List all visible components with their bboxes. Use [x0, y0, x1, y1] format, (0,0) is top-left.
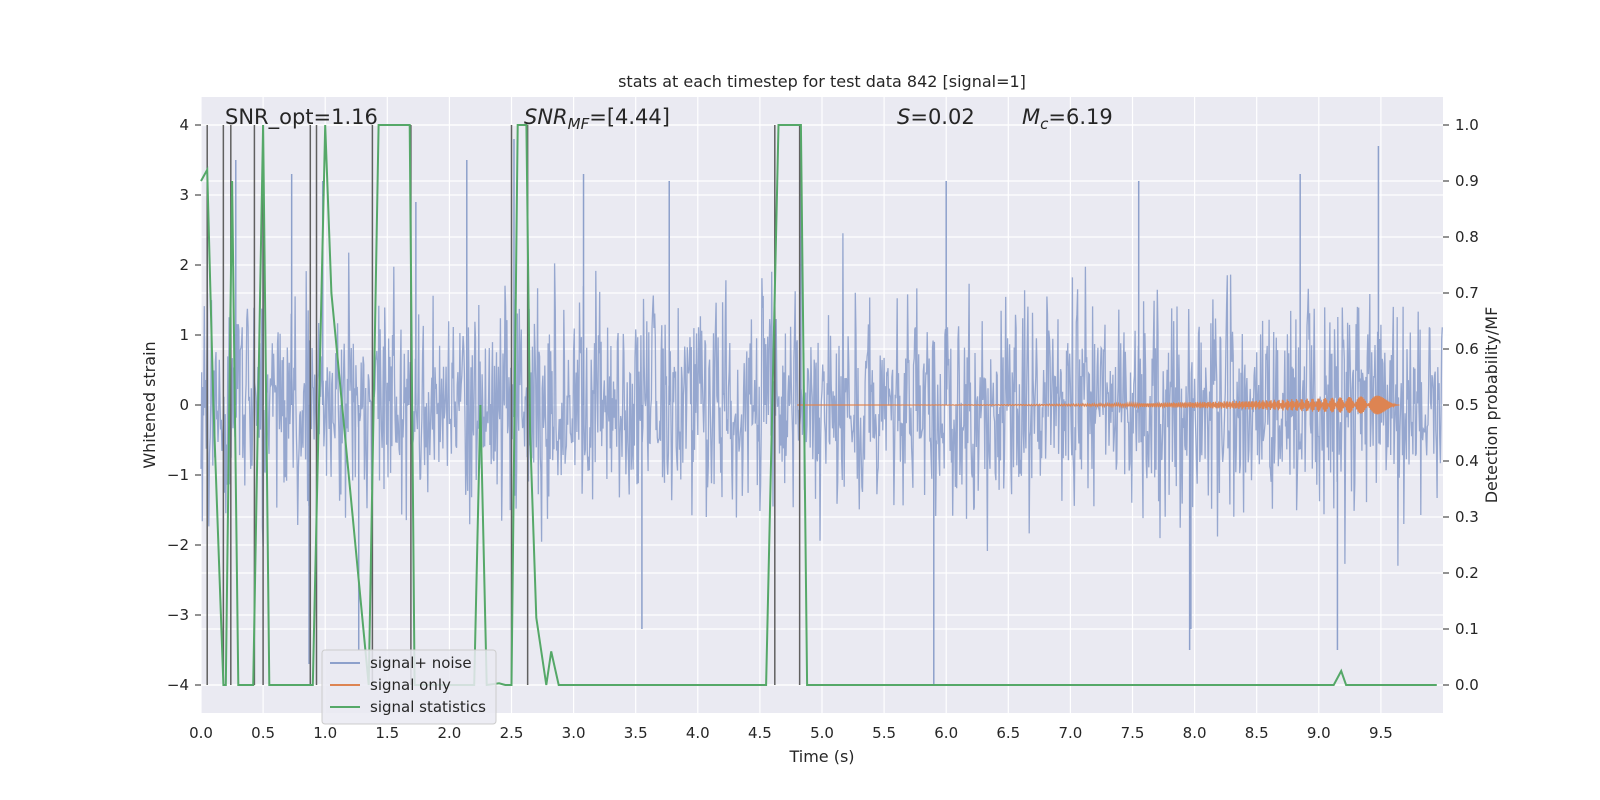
y-left-tick-label: 0 — [179, 396, 189, 414]
legend-box — [321, 649, 497, 725]
y-left-tick-label: −3 — [167, 606, 189, 624]
y-right-tick-label: 0.4 — [1455, 452, 1479, 470]
signal-statistics-line — [200, 124, 1437, 687]
s-annotation: S=0.02 — [897, 105, 975, 129]
x-tick-label: 7.5 — [1121, 724, 1145, 742]
y-right-axis-ticks: 0.0 0.1 0.2 0.3 0.4 0.5 0.6 0.7 0.8 0.9 1.0 — [1443, 116, 1479, 694]
y-right-tick-label: 1.0 — [1455, 116, 1479, 134]
y-left-tick-label: 2 — [179, 256, 189, 274]
s-symbol: S — [897, 105, 910, 129]
y-left-tick-label: −2 — [167, 536, 189, 554]
y-right-tick-label: 0.6 — [1455, 340, 1479, 358]
x-tick-label: 9.5 — [1369, 724, 1393, 742]
legend-label-signal-statistics: signal statistics — [370, 698, 486, 716]
snr-opt-annotation: SNR_opt=1.16 — [225, 105, 378, 130]
snr-mf-symbol: SNR — [524, 105, 568, 129]
signal-only-line — [797, 395, 1400, 415]
y-left-tick-label: −1 — [167, 466, 189, 484]
x-tick-label: 8.5 — [1245, 724, 1269, 742]
x-tick-label: 0.0 — [189, 724, 213, 742]
mc-symbol: M — [1022, 105, 1040, 129]
y-right-axis-label: Detection probability/MF — [1482, 307, 1501, 504]
x-tick-label: 1.0 — [313, 724, 337, 742]
signal-noise-line — [200, 233, 1443, 566]
x-tick-label: 9.0 — [1307, 724, 1331, 742]
x-tick-label: 6.0 — [934, 724, 958, 742]
y-right-tick-label: 0.5 — [1455, 396, 1479, 414]
y-left-axis-ticks: −4 −3 −2 −1 0 1 2 3 4 — [167, 116, 201, 694]
x-tick-label: 3.5 — [624, 724, 648, 742]
legend-label-signal-only: signal only — [370, 676, 451, 694]
x-tick-label: 5.0 — [810, 724, 834, 742]
x-tick-label: 2.0 — [437, 724, 461, 742]
snr-mf-value: =[4.44] — [589, 105, 670, 129]
snr-mf-subscript: MF — [568, 115, 590, 133]
x-tick-label: 5.5 — [872, 724, 896, 742]
y-right-tick-label: 0.8 — [1455, 228, 1479, 246]
x-tick-label: 0.5 — [251, 724, 275, 742]
mc-subscript: c — [1040, 115, 1049, 133]
legend: signal+ noise signal only signal statist… — [321, 649, 497, 725]
snr-mf-annotation: SNRMF=[4.44] — [524, 105, 670, 133]
y-left-axis-label: Whitened strain — [140, 341, 159, 468]
x-tick-label: 8.0 — [1183, 724, 1207, 742]
y-left-tick-label: 3 — [179, 186, 189, 204]
x-tick-label: 3.0 — [562, 724, 586, 742]
y-left-tick-label: 1 — [179, 326, 189, 344]
x-tick-label: 2.5 — [500, 724, 524, 742]
y-left-tick-label: −4 — [167, 676, 189, 694]
signal-statistics-series — [200, 124, 1437, 687]
x-tick-label: 6.5 — [996, 724, 1020, 742]
y-right-tick-label: 0.9 — [1455, 172, 1479, 190]
y-right-tick-label: 0.0 — [1455, 676, 1479, 694]
y-right-tick-label: 0.7 — [1455, 284, 1479, 302]
mc-value: =6.19 — [1048, 105, 1112, 129]
y-left-tick-label: 4 — [179, 116, 189, 134]
legend-label-signal-noise: signal+ noise — [370, 654, 472, 672]
mc-annotation: Mc=6.19 — [1022, 105, 1113, 133]
x-tick-label: 1.5 — [375, 724, 399, 742]
y-right-tick-label: 0.2 — [1455, 564, 1479, 582]
x-axis-label: Time (s) — [788, 747, 854, 766]
chart-title: stats at each timestep for test data 842… — [618, 72, 1026, 91]
s-value: =0.02 — [910, 105, 974, 129]
x-tick-label: 7.0 — [1058, 724, 1082, 742]
signal-only-series — [797, 395, 1400, 415]
x-tick-label: 4.0 — [686, 724, 710, 742]
x-axis-ticks: 0.0 0.5 1.0 1.5 2.0 2.5 3.0 3.5 4.0 4.5 5.0 5.5 6.0 6… — [189, 724, 1393, 742]
x-tick-label: 4.5 — [748, 724, 772, 742]
y-right-tick-label: 0.1 — [1455, 620, 1479, 638]
y-right-tick-label: 0.3 — [1455, 508, 1479, 526]
